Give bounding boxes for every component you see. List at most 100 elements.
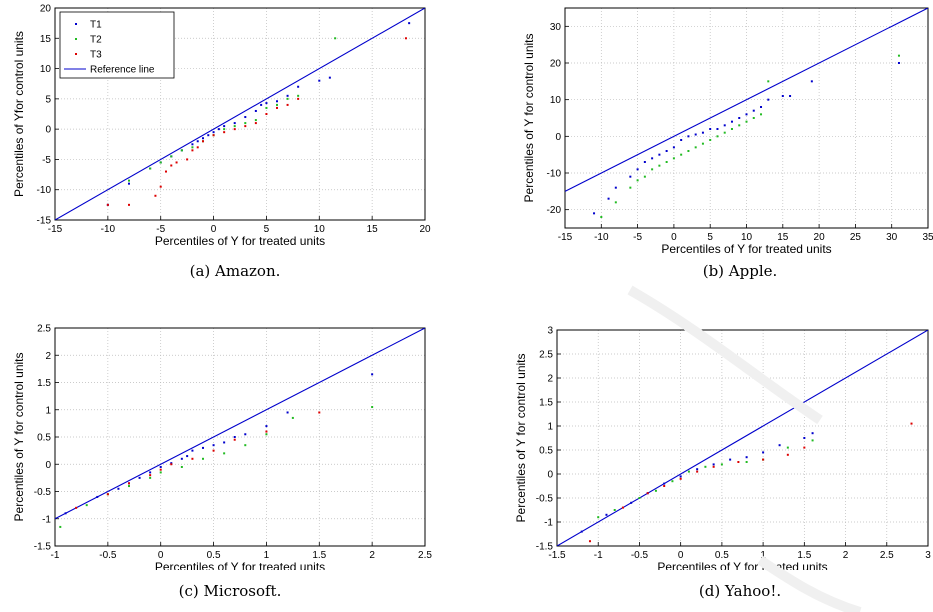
x-tick-label: -1 bbox=[594, 550, 603, 561]
point-t3 bbox=[244, 125, 247, 128]
x-tick-label: 10 bbox=[314, 224, 326, 235]
x-axis-label: Percentiles of Y for treated units bbox=[155, 234, 325, 248]
point-t1 bbox=[605, 513, 608, 516]
reference-line bbox=[565, 8, 928, 192]
point-t1 bbox=[729, 458, 732, 461]
point-t1 bbox=[745, 456, 748, 459]
y-tick-label: -1.5 bbox=[34, 542, 52, 553]
point-t2 bbox=[658, 164, 661, 167]
point-t1 bbox=[629, 175, 632, 178]
point-t2 bbox=[85, 504, 88, 507]
y-tick-label: 2.5 bbox=[37, 324, 51, 335]
point-t2 bbox=[597, 516, 600, 519]
point-t2 bbox=[59, 525, 62, 528]
y-tick-label: 5 bbox=[45, 94, 51, 105]
point-t1 bbox=[328, 76, 331, 79]
point-t1 bbox=[752, 109, 755, 112]
point-t3 bbox=[154, 194, 157, 197]
legend-marker-t2 bbox=[75, 38, 77, 40]
point-t2 bbox=[334, 37, 337, 40]
point-t3 bbox=[159, 185, 162, 188]
point-t3 bbox=[159, 468, 162, 471]
point-t3 bbox=[696, 470, 699, 473]
point-t2 bbox=[159, 161, 162, 164]
legend-label-t3: T3 bbox=[90, 50, 102, 61]
point-t1 bbox=[233, 436, 236, 438]
point-t3 bbox=[233, 438, 236, 441]
y-tick-label: 1.5 bbox=[37, 378, 51, 389]
point-t2 bbox=[694, 146, 697, 149]
point-t2 bbox=[687, 150, 690, 152]
point-t3 bbox=[646, 492, 649, 495]
point-t3 bbox=[165, 170, 167, 173]
point-t1 bbox=[128, 182, 130, 185]
point-t2 bbox=[704, 465, 707, 468]
point-t3 bbox=[191, 149, 194, 152]
point-t1 bbox=[651, 157, 654, 160]
point-t2 bbox=[600, 216, 603, 218]
x-tick-label: -1 bbox=[51, 550, 60, 561]
chart-apple: -15 -10 -5 0 5 10 15 20 25 30 35 -20 -10 0 10 20 30 Perce… bbox=[522, 7, 933, 256]
point-t2 bbox=[760, 113, 763, 116]
point-t1 bbox=[408, 22, 411, 25]
x-tick-label: 5 bbox=[264, 224, 270, 235]
point-t2 bbox=[149, 476, 152, 479]
x-tick-label: 0 bbox=[158, 550, 164, 561]
y-tick-label: -5 bbox=[42, 155, 51, 166]
y-tick-label: 0 bbox=[45, 460, 51, 471]
point-t3 bbox=[175, 161, 178, 164]
y-tick-label: -10 bbox=[547, 169, 562, 180]
point-t2 bbox=[265, 106, 268, 109]
x-tick-label: -5 bbox=[633, 232, 642, 243]
point-t1 bbox=[663, 482, 666, 485]
point-t3 bbox=[588, 540, 591, 543]
point-t3 bbox=[254, 122, 257, 125]
y-tick-label: 10 bbox=[550, 95, 562, 106]
legend-box bbox=[59, 11, 175, 79]
x-tick-label: 20 bbox=[419, 224, 431, 235]
x-tick-label: -10 bbox=[594, 232, 609, 243]
point-t1 bbox=[658, 153, 661, 156]
y-tick-label: 1 bbox=[547, 422, 553, 433]
y-tick-label: 30 bbox=[550, 22, 562, 33]
caption-microsoft: (c) Microsoft. bbox=[178, 582, 282, 600]
point-t3 bbox=[191, 457, 194, 460]
point-t1 bbox=[709, 128, 712, 130]
point-t2 bbox=[223, 128, 226, 131]
point-t2 bbox=[244, 444, 247, 447]
point-t2 bbox=[244, 122, 247, 125]
point-t3 bbox=[149, 474, 152, 477]
y-tick-label: -1 bbox=[544, 518, 553, 529]
x-tick-label: 15 bbox=[367, 224, 379, 235]
y-tick-label: -15 bbox=[37, 216, 52, 227]
point-t2 bbox=[636, 179, 639, 182]
point-t3 bbox=[318, 411, 321, 414]
point-t1 bbox=[694, 133, 697, 136]
point-t1 bbox=[265, 102, 268, 105]
x-tick-label: 20 bbox=[814, 232, 826, 243]
point-t1 bbox=[191, 449, 194, 452]
x-tick-label: 2 bbox=[369, 550, 375, 561]
point-t2 bbox=[614, 201, 617, 204]
point-t1 bbox=[760, 106, 763, 108]
point-t1 bbox=[265, 425, 268, 428]
point-t1 bbox=[745, 113, 748, 116]
point-t3 bbox=[212, 449, 215, 452]
point-t1 bbox=[665, 150, 668, 152]
point-t2 bbox=[233, 125, 236, 128]
point-t1 bbox=[223, 441, 226, 444]
point-t2 bbox=[723, 131, 726, 134]
point-t2 bbox=[730, 128, 733, 130]
point-t1 bbox=[233, 122, 236, 125]
point-t2 bbox=[665, 161, 668, 163]
caption-yahoo: (d) Yahoo!. bbox=[698, 582, 782, 600]
y-tick-label: 0.5 bbox=[539, 446, 553, 457]
point-t3 bbox=[196, 146, 199, 149]
point-t1 bbox=[730, 120, 733, 123]
y-tick-label: 2 bbox=[547, 374, 553, 385]
point-t1 bbox=[260, 103, 263, 106]
point-t1 bbox=[223, 125, 226, 128]
point-t1 bbox=[687, 135, 690, 138]
legend-marker-t3 bbox=[75, 53, 77, 55]
point-t3 bbox=[910, 422, 913, 425]
